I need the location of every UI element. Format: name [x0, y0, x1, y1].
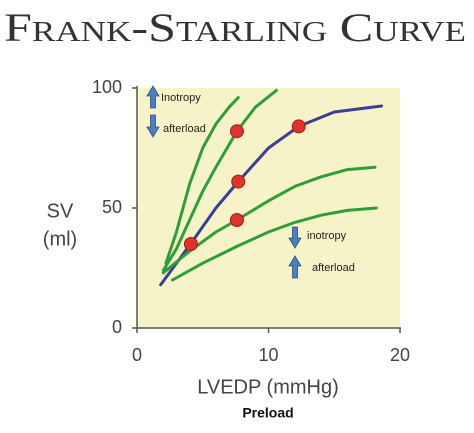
data-point	[231, 174, 246, 189]
y-tick-label: 50	[102, 197, 122, 217]
x-tick-label: 10	[258, 345, 278, 365]
y-axis-label: SV	[47, 200, 74, 222]
curve	[161, 165, 377, 275]
annotation: Inotropy	[161, 92, 201, 104]
y-tick-label: 100	[92, 77, 122, 97]
down-arrow	[288, 226, 302, 249]
down-arrow	[146, 114, 160, 138]
x-axis-label: LVEDP (mmHg)	[197, 376, 339, 398]
curve	[161, 88, 278, 272]
curve	[164, 96, 240, 265]
x-tick-label: 20	[390, 345, 410, 365]
annotation: afterload	[163, 123, 206, 135]
y-axis-label: (ml)	[43, 228, 77, 250]
data-point	[291, 119, 306, 134]
up-arrow	[288, 255, 302, 279]
data-point	[183, 237, 198, 251]
annotation-arrows	[146, 85, 302, 279]
plot-area	[137, 88, 400, 328]
curve	[171, 206, 378, 282]
annotation: afterload	[312, 262, 355, 274]
data-point	[229, 124, 244, 139]
subtitle: Preload	[242, 405, 293, 421]
y-tick-label: 0	[112, 317, 122, 337]
data-point	[229, 213, 244, 227]
up-arrow	[146, 85, 160, 109]
x-tick-label: 0	[132, 345, 142, 365]
plot	[159, 88, 384, 287]
chart-title: Frank-Starling Curve	[4, 5, 466, 50]
annotation: inotropy	[307, 230, 347, 242]
